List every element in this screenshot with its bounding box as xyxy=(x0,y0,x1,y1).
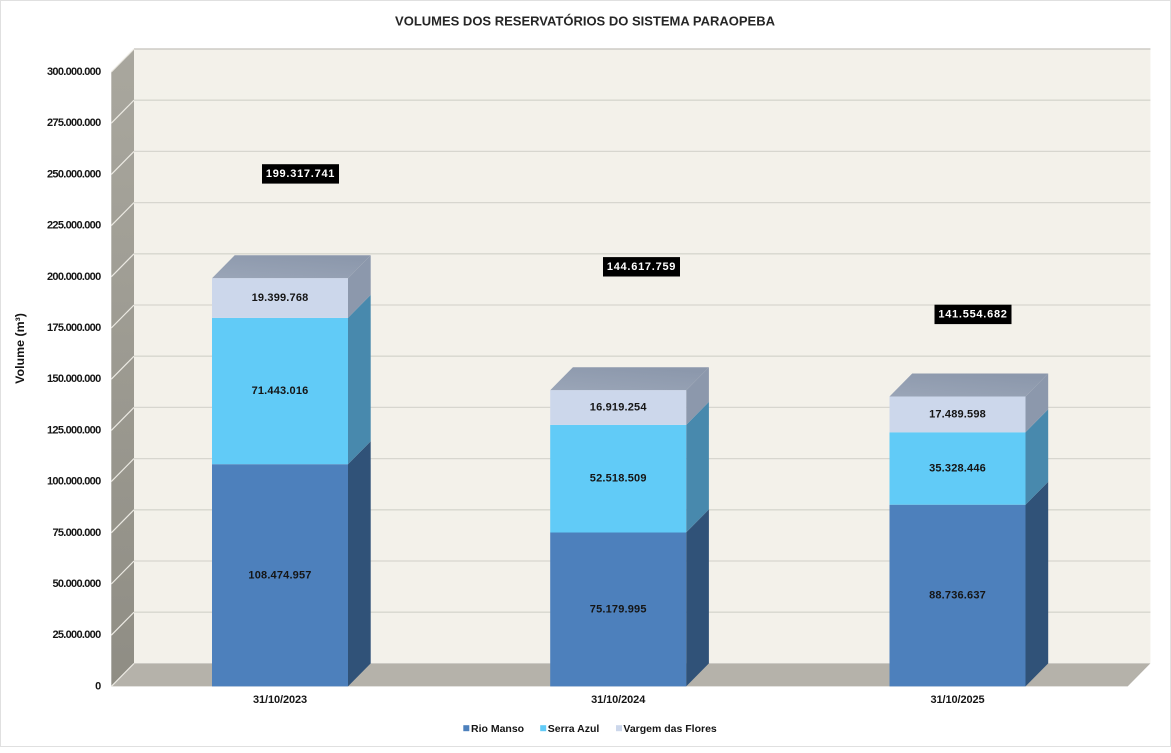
svg-text:31/10/2023: 31/10/2023 xyxy=(253,694,307,706)
svg-text:16.919.254: 16.919.254 xyxy=(590,402,648,414)
svg-text:25.000.000: 25.000.000 xyxy=(52,629,101,641)
svg-text:17.489.598: 17.489.598 xyxy=(929,408,986,420)
svg-text:141.554.682: 141.554.682 xyxy=(938,308,1007,320)
svg-text:VOLUMES DOS RESERVATÓRIOS DO S: VOLUMES DOS RESERVATÓRIOS DO SISTEMA PAR… xyxy=(395,14,776,29)
svg-text:Volume (m³): Volume (m³) xyxy=(13,313,27,384)
svg-text:Vargem das Flores: Vargem das Flores xyxy=(623,723,717,735)
svg-text:52.518.509: 52.518.509 xyxy=(590,473,647,485)
svg-text:Rio Manso: Rio Manso xyxy=(471,723,524,735)
svg-text:Serra Azul: Serra Azul xyxy=(548,723,600,735)
svg-text:144.617.759: 144.617.759 xyxy=(607,261,676,273)
svg-text:19.399.768: 19.399.768 xyxy=(252,292,309,304)
svg-text:88.736.637: 88.736.637 xyxy=(929,590,986,602)
svg-text:35.328.446: 35.328.446 xyxy=(929,463,986,475)
svg-text:250.000.000: 250.000.000 xyxy=(47,168,101,180)
svg-text:200.000.000: 200.000.000 xyxy=(47,271,101,283)
svg-text:71.443.016: 71.443.016 xyxy=(252,385,309,397)
svg-text:50.000.000: 50.000.000 xyxy=(52,578,101,590)
svg-text:108.474.957: 108.474.957 xyxy=(248,569,311,581)
svg-text:275.000.000: 275.000.000 xyxy=(47,117,101,129)
svg-text:225.000.000: 225.000.000 xyxy=(47,220,101,232)
svg-text:0: 0 xyxy=(95,680,101,692)
svg-text:300.000.000: 300.000.000 xyxy=(47,66,101,78)
svg-text:175.000.000: 175.000.000 xyxy=(47,322,101,334)
svg-text:31/10/2024: 31/10/2024 xyxy=(591,694,646,706)
svg-text:125.000.000: 125.000.000 xyxy=(47,424,101,436)
svg-text:75.179.995: 75.179.995 xyxy=(590,603,647,615)
svg-text:150.000.000: 150.000.000 xyxy=(47,373,101,385)
svg-text:31/10/2025: 31/10/2025 xyxy=(930,694,984,706)
svg-text:100.000.000: 100.000.000 xyxy=(47,476,101,488)
svg-text:75.000.000: 75.000.000 xyxy=(52,527,101,539)
svg-text:199.317.741: 199.317.741 xyxy=(266,168,335,180)
